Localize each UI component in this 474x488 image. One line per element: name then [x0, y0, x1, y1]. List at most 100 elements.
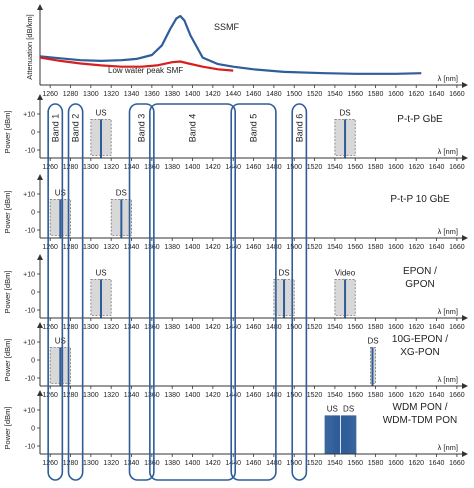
x-axis: 1260 1280 1300 1320 1340 1360 1380 1400 1420 1440…	[40, 443, 468, 467]
x-tick-label: 1320	[103, 392, 119, 399]
y-tick-label: +10	[23, 340, 35, 347]
x-tick-label: 1560	[347, 324, 363, 331]
x-axis: 1260 1280 1300 1320 1340 1360 1380 1400 1420 1440…	[40, 227, 468, 251]
band-outline	[128, 103, 155, 481]
x-tick-label: 1400	[185, 164, 201, 171]
x-tick-label: 1440	[225, 244, 241, 251]
x-axis-unit-label: λ [nm]	[438, 443, 458, 452]
band-label: Band 2	[71, 114, 81, 143]
x-tick-label: 1380	[164, 164, 180, 171]
signal-label: DS	[367, 336, 378, 345]
y-tick-label: 0	[31, 290, 35, 297]
x-axis-arrow	[462, 315, 468, 321]
x-tick-label: 1540	[327, 324, 343, 331]
x-tick-label: 1260	[42, 392, 58, 399]
y-tick-label: 0	[31, 358, 35, 365]
x-tick-label: 1400	[185, 324, 201, 331]
x-axis-arrow	[462, 235, 468, 241]
power-ylabel: Power [dBm]	[3, 271, 12, 314]
x-tick-label: 1600	[388, 460, 404, 467]
power-ylabel: Power [dBm]	[3, 339, 12, 382]
low-water-peak-curve	[39, 56, 234, 72]
x-tick-label: 1460	[246, 324, 262, 331]
x-tick-label: 1400	[185, 244, 201, 251]
low-water-peak-label: Low water peak SMF	[108, 66, 183, 75]
x-tick-label: 1440	[225, 392, 241, 399]
x-tick-label: 1600	[388, 91, 404, 98]
y-axis-arrow	[37, 390, 43, 396]
x-tick-label: 1560	[347, 164, 363, 171]
x-tick-label: 1540	[327, 91, 343, 98]
x-tick-label: 1340	[124, 91, 140, 98]
x-tick-label: 1620	[408, 460, 424, 467]
x-tick-label: 1460	[246, 460, 262, 467]
x-tick-label: 1320	[103, 244, 119, 251]
x-tick-label: 1540	[327, 244, 343, 251]
signal-label: US	[95, 268, 106, 277]
band-label: Band 4	[188, 114, 198, 143]
x-axis-unit-label: λ [nm]	[438, 74, 458, 83]
x-tick-label: 1260	[42, 244, 58, 251]
panel-title: P-t-P 10 GbE	[390, 194, 450, 205]
y-axis-arrow	[37, 254, 43, 260]
x-axis-arrow	[462, 383, 468, 389]
x-tick-label: 1480	[266, 91, 282, 98]
signal-label: Video	[335, 268, 356, 277]
x-tick-label: 1400	[185, 91, 201, 98]
x-tick-label: 1460	[246, 392, 262, 399]
x-tick-label: 1280	[63, 91, 79, 98]
x-tick-label: 1480	[266, 244, 282, 251]
panel-title: EPON /	[403, 266, 437, 277]
y-tick-label: -10	[25, 444, 35, 451]
x-tick-label: 1360	[144, 324, 160, 331]
y-tick-label: -10	[25, 308, 35, 315]
x-axis-arrow	[462, 451, 468, 457]
x-tick-label: 1480	[266, 460, 282, 467]
x-tick-label: 1460	[246, 244, 262, 251]
x-tick-label: 1260	[42, 164, 58, 171]
x-tick-label: 1360	[144, 244, 160, 251]
x-tick-label: 1600	[388, 164, 404, 171]
x-tick-label: 1640	[429, 164, 445, 171]
panel-2: +10 0 -10 Power [dBm] P-t-P 10 GbE US DS	[3, 174, 450, 238]
x-tick-label: 1360	[144, 91, 160, 98]
x-tick-label: 1300	[83, 324, 99, 331]
x-tick-label: 1440	[225, 164, 241, 171]
x-tick-label: 1520	[307, 91, 323, 98]
panel-5: +10 0 -10 Power [dBm] WDM PON / WDM-TDM PON US…	[3, 390, 457, 454]
panel-3: +10 0 -10 Power [dBm] EPON / GPON US DS Video	[3, 254, 437, 318]
x-axis-arrow	[462, 155, 468, 161]
x-tick-label: 1440	[225, 460, 241, 467]
panel-title: WDM PON /	[393, 402, 448, 413]
panel-1: +10 0 -10 Power [dBm] P-t-P GbE US DS	[3, 94, 443, 158]
x-tick-label: 1300	[83, 392, 99, 399]
x-tick-label: 1260	[42, 91, 58, 98]
x-tick-label: 1580	[368, 164, 384, 171]
x-tick-label: 1280	[63, 460, 79, 467]
x-tick-label: 1260	[42, 460, 58, 467]
x-tick-label: 1520	[307, 460, 323, 467]
x-tick-label: 1420	[205, 392, 221, 399]
signal-label: US	[327, 404, 338, 413]
signal-label: US	[95, 108, 106, 117]
x-tick-label: 1580	[368, 244, 384, 251]
power-ylabel: Power [dBm]	[3, 191, 12, 234]
x-tick-label: 1580	[368, 324, 384, 331]
y-axis-arrow	[37, 174, 43, 180]
band-label: Band 1	[50, 114, 60, 143]
x-tick-label: 1600	[388, 324, 404, 331]
x-tick-label: 1640	[429, 392, 445, 399]
signal-label: DS	[278, 268, 289, 277]
power-ylabel: Power [dBm]	[3, 407, 12, 450]
x-tick-label: 1520	[307, 244, 323, 251]
x-tick-label: 1380	[164, 324, 180, 331]
y-axis-arrow	[37, 4, 43, 10]
x-tick-label: 1340	[124, 460, 140, 467]
x-tick-label: 1420	[205, 324, 221, 331]
y-tick-label: 0	[31, 210, 35, 217]
x-tick-label: 1660	[449, 164, 465, 171]
x-axis-unit-label: λ [nm]	[438, 307, 458, 316]
band-label: Band 6	[294, 114, 304, 143]
signal-label: DS	[343, 404, 354, 413]
x-tick-label: 1480	[266, 392, 282, 399]
